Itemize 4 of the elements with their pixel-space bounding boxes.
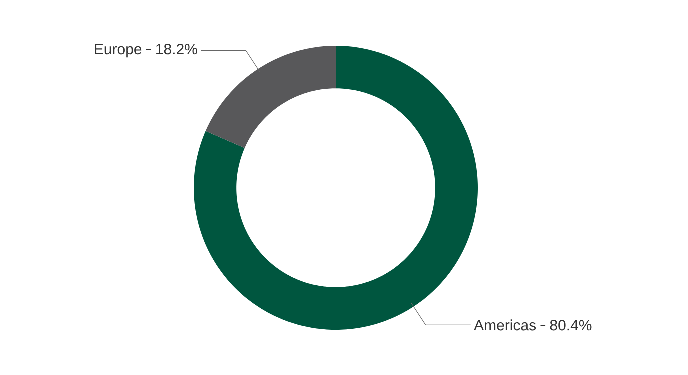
data-label: 18.2% — [156, 44, 198, 55]
slice-label: Europe — [95, 44, 142, 58]
slice-label: Americas — [474, 320, 536, 331]
data-label: 80.4% — [550, 320, 592, 331]
